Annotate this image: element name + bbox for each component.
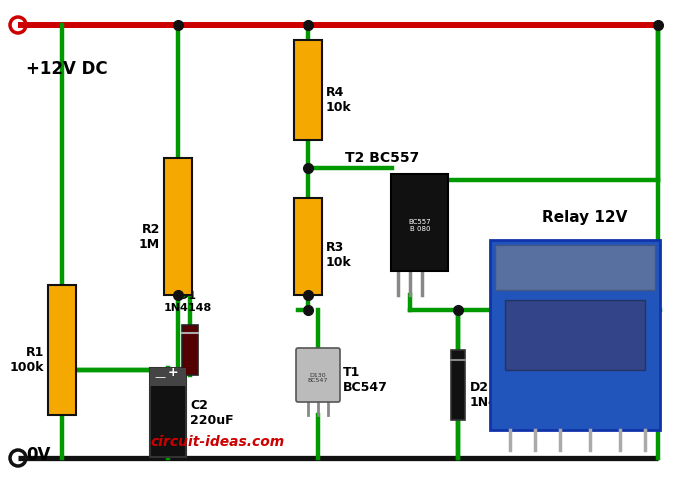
FancyBboxPatch shape bbox=[294, 198, 322, 295]
FancyBboxPatch shape bbox=[294, 40, 322, 140]
Text: +12V DC: +12V DC bbox=[26, 60, 108, 78]
Text: T1
BC547: T1 BC547 bbox=[343, 366, 388, 394]
FancyBboxPatch shape bbox=[451, 350, 465, 420]
Text: R1
100k: R1 100k bbox=[10, 346, 44, 374]
FancyBboxPatch shape bbox=[164, 158, 192, 295]
Text: R4
10k: R4 10k bbox=[326, 86, 352, 114]
FancyBboxPatch shape bbox=[495, 245, 655, 290]
Text: 0V: 0V bbox=[26, 446, 51, 464]
FancyBboxPatch shape bbox=[490, 240, 660, 430]
FancyBboxPatch shape bbox=[296, 348, 340, 402]
FancyBboxPatch shape bbox=[48, 285, 76, 415]
Text: BC557
B 080: BC557 B 080 bbox=[409, 218, 431, 231]
Text: Relay 12V: Relay 12V bbox=[543, 210, 628, 225]
FancyBboxPatch shape bbox=[150, 368, 186, 457]
Text: D130
BC547: D130 BC547 bbox=[308, 372, 328, 383]
Text: circuit-ideas.com: circuit-ideas.com bbox=[151, 435, 285, 449]
Text: +: + bbox=[167, 367, 179, 380]
FancyBboxPatch shape bbox=[182, 325, 198, 375]
Text: —: — bbox=[154, 372, 165, 382]
Text: D2
1N4007: D2 1N4007 bbox=[470, 381, 524, 409]
Text: T2 BC557: T2 BC557 bbox=[345, 151, 419, 165]
Text: R3
10k: R3 10k bbox=[326, 240, 352, 269]
FancyBboxPatch shape bbox=[505, 300, 645, 370]
Text: R2
1M: R2 1M bbox=[139, 222, 160, 250]
FancyBboxPatch shape bbox=[391, 174, 448, 271]
FancyBboxPatch shape bbox=[150, 368, 186, 386]
Text: C2
220uF: C2 220uF bbox=[190, 399, 234, 427]
Text: D1
1N4148: D1 1N4148 bbox=[164, 292, 212, 313]
